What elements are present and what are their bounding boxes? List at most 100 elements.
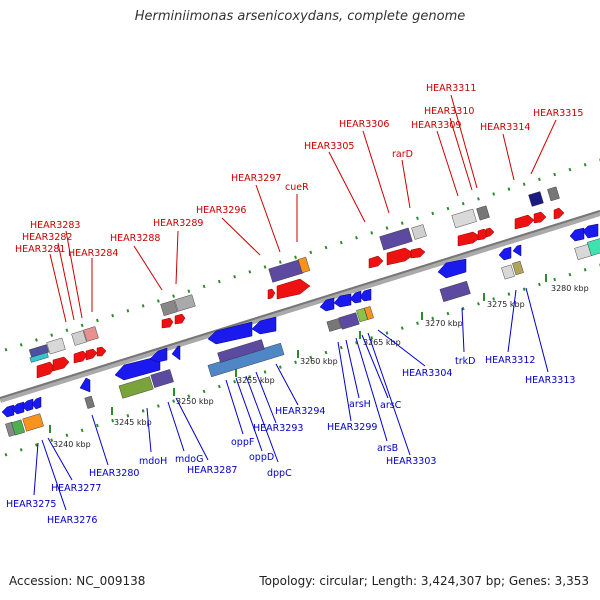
domain-block bbox=[547, 186, 560, 202]
forward-gene-arrow[interactable] bbox=[514, 214, 535, 230]
forward-gene-arrow[interactable] bbox=[386, 247, 416, 266]
forward-gene-arrow[interactable] bbox=[52, 356, 70, 372]
gene-label[interactable]: HEAR3284 bbox=[68, 248, 118, 259]
tick-label: 3250 kbp bbox=[176, 397, 214, 406]
reverse-gene-arrow[interactable] bbox=[582, 223, 599, 239]
gene-label[interactable]: HEAR3299 bbox=[327, 422, 377, 433]
forward-gene-arrow[interactable] bbox=[174, 313, 186, 325]
forward-gene-arrow[interactable] bbox=[553, 207, 565, 220]
forward-gene-arrow[interactable] bbox=[96, 346, 107, 357]
domain-block bbox=[326, 318, 342, 332]
domain-block bbox=[118, 376, 154, 399]
domain-block bbox=[22, 413, 44, 432]
forward-domain-blocks bbox=[28, 186, 560, 363]
forward-gene-arrow[interactable] bbox=[533, 211, 547, 224]
domain-block bbox=[160, 299, 178, 317]
gene-label[interactable]: HEAR3315 bbox=[533, 108, 583, 119]
domain-block bbox=[297, 256, 311, 274]
gene-label[interactable]: oppF bbox=[231, 437, 254, 448]
gene-label[interactable]: HEAR3304 bbox=[402, 368, 452, 379]
forward-leader-lines bbox=[49, 94, 557, 323]
gene-label[interactable]: dppC bbox=[267, 468, 292, 479]
gene-label[interactable]: HEAR3296 bbox=[196, 205, 246, 216]
gene-label[interactable]: mdoH bbox=[139, 456, 167, 467]
reverse-gene-arrow[interactable] bbox=[171, 345, 181, 361]
forward-gene-arrow[interactable] bbox=[161, 317, 174, 329]
domain-block bbox=[356, 307, 368, 323]
gene-label[interactable]: HEAR3312 bbox=[485, 355, 535, 366]
tick-label: 3265 kbp bbox=[363, 338, 401, 347]
forward-gene-arrow[interactable] bbox=[485, 227, 495, 238]
reverse-gene-arrow[interactable] bbox=[319, 297, 335, 312]
gene-label[interactable]: HEAR3283 bbox=[30, 220, 80, 231]
gene-label[interactable]: arsC bbox=[380, 400, 402, 411]
reverse-gene-arrow[interactable] bbox=[31, 396, 42, 410]
gene-label[interactable]: HEAR3309 bbox=[411, 120, 461, 131]
reverse-gene-arrow[interactable] bbox=[437, 258, 467, 279]
reverse-gene-arrow[interactable] bbox=[79, 377, 91, 393]
domain-block bbox=[501, 264, 515, 280]
gene-label[interactable]: HEAR3303 bbox=[386, 456, 436, 467]
gene-label[interactable]: HEAR3275 bbox=[6, 499, 56, 510]
tick-label: 3275 kbp bbox=[487, 300, 525, 309]
domain-block bbox=[11, 419, 26, 436]
reverse-gene-arrow[interactable] bbox=[359, 288, 372, 302]
forward-gene-arrow[interactable] bbox=[267, 288, 276, 300]
gene-label[interactable]: HEAR3288 bbox=[110, 233, 160, 244]
reverse-leader-lines bbox=[33, 287, 549, 511]
gene-label[interactable]: HEAR3277 bbox=[51, 483, 101, 494]
domain-block bbox=[512, 260, 524, 276]
forward-gene-arrow[interactable] bbox=[73, 350, 88, 364]
domain-block bbox=[439, 280, 471, 303]
gene-label[interactable]: HEAR3310 bbox=[424, 106, 474, 117]
reverse-gene-arrow[interactable] bbox=[569, 227, 585, 242]
tick-label: 3260 kbp bbox=[300, 357, 338, 366]
gene-label[interactable]: HEAR3314 bbox=[480, 122, 530, 133]
reverse-gene-arrow[interactable] bbox=[512, 244, 522, 257]
gene-label[interactable]: HEAR3305 bbox=[304, 141, 354, 152]
gene-label[interactable]: cueR bbox=[285, 182, 309, 193]
gene-label[interactable]: arsB bbox=[377, 443, 398, 454]
reverse-gene-arrow[interactable] bbox=[114, 355, 161, 381]
gene-label[interactable]: HEAR3289 bbox=[153, 218, 203, 229]
forward-gene-arrow[interactable] bbox=[276, 278, 311, 300]
domain-block bbox=[379, 227, 413, 251]
domain-block bbox=[476, 205, 490, 221]
gene-label[interactable]: HEAR3281 bbox=[15, 244, 65, 255]
reverse-genes bbox=[1, 223, 599, 418]
gene-label[interactable]: HEAR3311 bbox=[426, 83, 476, 94]
domain-block bbox=[338, 312, 360, 330]
reverse-gene-arrow[interactable] bbox=[251, 316, 277, 335]
forward-gene-arrow[interactable] bbox=[368, 255, 384, 269]
domain-block bbox=[268, 259, 304, 283]
gene-label[interactable]: HEAR3313 bbox=[525, 375, 575, 386]
gene-label[interactable]: rarD bbox=[392, 149, 413, 160]
gene-label[interactable]: HEAR3276 bbox=[47, 515, 97, 526]
domain-block bbox=[528, 191, 544, 207]
gene-label[interactable]: oppD bbox=[249, 452, 274, 463]
reverse-labels: HEAR3275 HEAR3276 HEAR3277 HEAR3280 mdoH… bbox=[6, 355, 575, 526]
gene-label[interactable]: mdoG bbox=[175, 454, 203, 465]
tick-label: 3245 kbp bbox=[114, 418, 152, 427]
gene-label[interactable]: HEAR3282 bbox=[22, 232, 72, 243]
forward-gene-arrow[interactable] bbox=[457, 231, 482, 247]
map-title: Herminiimonas arsenicoxydans, complete g… bbox=[134, 9, 466, 24]
gene-label[interactable]: HEAR3280 bbox=[89, 468, 139, 479]
forward-gene-arrow[interactable] bbox=[410, 247, 426, 259]
reverse-gene-arrow[interactable] bbox=[498, 246, 512, 261]
gene-label[interactable]: HEAR3294 bbox=[275, 406, 325, 417]
gene-label[interactable]: HEAR3297 bbox=[231, 173, 281, 184]
forward-gene-arrow[interactable] bbox=[36, 361, 56, 379]
domain-block bbox=[174, 294, 196, 312]
forward-gene-arrow[interactable] bbox=[85, 348, 98, 361]
reverse-gene-arrow[interactable] bbox=[1, 404, 15, 418]
reverse-domain-blocks bbox=[5, 238, 600, 437]
gene-label[interactable]: HEAR3293 bbox=[253, 423, 303, 434]
gene-label[interactable]: HEAR3306 bbox=[339, 119, 389, 130]
reverse-gene-arrow[interactable] bbox=[149, 347, 168, 363]
gene-label[interactable]: HEAR3287 bbox=[187, 465, 237, 476]
gene-label[interactable]: arsH bbox=[349, 399, 371, 410]
domain-block bbox=[587, 238, 600, 256]
gene-label[interactable]: trkD bbox=[455, 356, 475, 367]
